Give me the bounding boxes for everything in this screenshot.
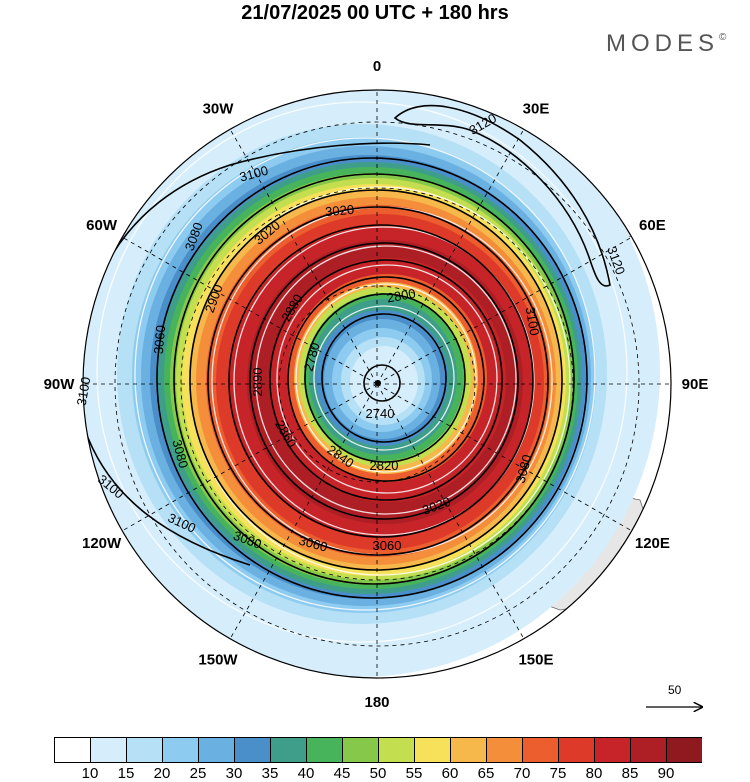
- lon-label-120e: 120E: [635, 535, 670, 552]
- colorbar-label: 40: [297, 765, 315, 782]
- contour-label: 2780: [301, 341, 323, 373]
- colorbar-label: 80: [585, 765, 603, 782]
- contour-label: 3080: [169, 438, 191, 470]
- colorbar-swatch: [486, 737, 523, 763]
- colorbar-swatch: [522, 737, 559, 763]
- contour-label: 3060: [373, 538, 402, 553]
- colorbar-swatch: [162, 737, 199, 763]
- longitude-labels: 0 30E 60E 90E 120E 150E 180 150W 120W 90W 60W 30W: [44, 58, 709, 711]
- contour-label: 3100: [74, 376, 94, 407]
- colorbar-label: 75: [549, 765, 567, 782]
- graticule: [83, 90, 671, 678]
- colorbar-swatch: [450, 737, 487, 763]
- contour-label: 2740: [366, 406, 395, 421]
- lon-label-90e: 90E: [682, 376, 709, 393]
- colorbar-swatch: [270, 737, 307, 763]
- colorbar-swatch: [306, 737, 343, 763]
- lon-label-120w: 120W: [82, 535, 122, 552]
- reference-vector-label: 50: [668, 683, 682, 697]
- colorbar-label: 65: [477, 765, 495, 782]
- lon-label-60w: 60W: [86, 217, 118, 234]
- colorbar-swatch: [414, 737, 451, 763]
- contour-label: 3060: [151, 325, 168, 355]
- colorbar-label: 25: [189, 765, 207, 782]
- contour-label: 3100: [523, 306, 543, 337]
- colorbar-label: 35: [261, 765, 279, 782]
- colorbar-swatch: [558, 737, 595, 763]
- colorbar-swatch: [666, 737, 702, 763]
- lon-label-60e: 60E: [639, 217, 666, 234]
- lon-label-0: 0: [373, 58, 381, 75]
- contour-label: 2820: [370, 458, 399, 473]
- colorbar-label: 45: [333, 765, 351, 782]
- colorbar-label: 85: [621, 765, 639, 782]
- reference-vector-arrow: [646, 697, 714, 717]
- contour-label: 3100: [238, 163, 270, 185]
- colorbar-swatch: [126, 737, 163, 763]
- lon-label-180: 180: [364, 694, 389, 711]
- lon-label-90w: 90W: [44, 376, 76, 393]
- wind-speed-shading: [83, 90, 671, 678]
- contour-label: 3080: [513, 453, 535, 485]
- colorbar-label: 50: [369, 765, 387, 782]
- colorbar-label: 55: [405, 765, 423, 782]
- contour-label: 2800: [386, 286, 417, 306]
- colorbar-label: 90: [657, 765, 675, 782]
- colorbar-swatch: [630, 737, 667, 763]
- brand-text: MODES: [606, 30, 720, 57]
- colorbar-label: 70: [513, 765, 531, 782]
- geopotential-contours: [83, 104, 611, 599]
- colorbar-swatch: [90, 737, 127, 763]
- colorbar-swatch: [594, 737, 631, 763]
- colorbar-label: 60: [441, 765, 459, 782]
- colorbar-label: 10: [81, 765, 99, 782]
- colorbar-swatch: [198, 737, 235, 763]
- map-boundary: [82, 89, 672, 679]
- band-inner-15: [350, 346, 418, 418]
- colorbar-swatch: [378, 737, 415, 763]
- contour-label: 3020: [325, 202, 355, 219]
- map-title: 21/07/2025 00 UTC + 180 hrs: [241, 2, 509, 24]
- colorbar-label: 15: [117, 765, 135, 782]
- colorbar-swatch: [342, 737, 379, 763]
- copyright-mark: ©: [719, 32, 727, 43]
- colorbar: [54, 737, 702, 763]
- contour-label: 2890: [250, 368, 265, 397]
- colorbar-swatch: [54, 737, 91, 763]
- lon-label-150e: 150E: [518, 651, 553, 668]
- colorbar-label: 20: [153, 765, 171, 782]
- colorbar-label: 30: [225, 765, 243, 782]
- contour-label: 3060: [297, 533, 329, 555]
- colorbar-swatch: [234, 737, 271, 763]
- lon-label-30e: 30E: [523, 101, 550, 118]
- modes-logo: MODES©: [606, 30, 726, 58]
- lon-label-150w: 150W: [198, 651, 238, 668]
- lon-label-30w: 30W: [203, 101, 235, 118]
